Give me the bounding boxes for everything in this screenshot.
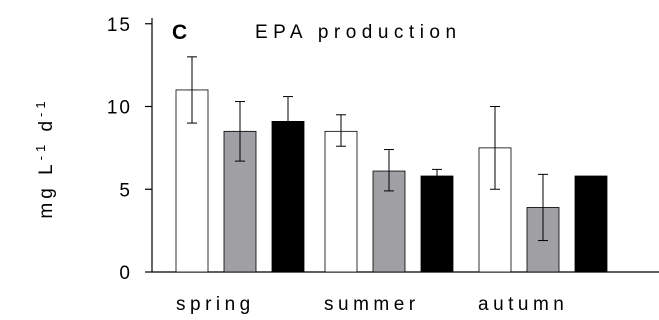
- panel-letter: C: [172, 21, 187, 44]
- category-label-autumn: autumn: [478, 294, 568, 315]
- error-bars: [187, 56, 548, 242]
- y-label-text: mg L: [36, 160, 57, 218]
- y-tick-label: 5: [119, 180, 132, 201]
- bar-autumn-s3: [574, 175, 608, 273]
- bars: [175, 89, 608, 273]
- y-tick-label: 10: [107, 98, 132, 119]
- y-label-text: d: [36, 117, 57, 141]
- y-ticks: 0 5 10 15: [107, 15, 152, 284]
- category-label-summer: summer: [324, 294, 420, 315]
- bar-summer-s3: [420, 175, 454, 273]
- y-tick-label: 15: [107, 15, 132, 36]
- y-label-superscript: -1: [33, 97, 48, 117]
- chart-title: EPA production: [255, 22, 462, 43]
- bar-summer-s1: [324, 130, 358, 273]
- y-label-superscript: -1: [33, 141, 48, 161]
- category-label-spring: spring: [176, 294, 255, 315]
- category-labels: spring summer autumn: [176, 294, 568, 315]
- y-tick-label: 0: [119, 263, 132, 284]
- y-axis-label: mg L-1 d-1: [33, 97, 58, 218]
